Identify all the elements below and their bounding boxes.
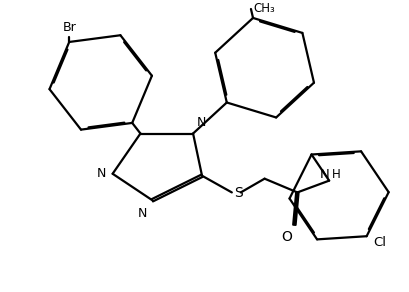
Text: N: N xyxy=(319,168,328,181)
Text: S: S xyxy=(233,186,242,200)
Text: N: N xyxy=(197,116,206,128)
Text: N: N xyxy=(96,167,106,180)
Text: N: N xyxy=(138,207,147,220)
Text: CH₃: CH₃ xyxy=(252,3,274,15)
Text: Cl: Cl xyxy=(372,236,385,249)
Text: H: H xyxy=(331,168,340,181)
Text: O: O xyxy=(280,230,291,244)
Text: Br: Br xyxy=(62,21,76,34)
